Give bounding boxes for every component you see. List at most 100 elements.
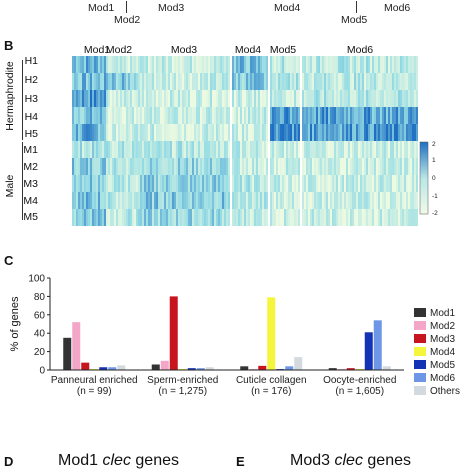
- heatmap-cell: [136, 175, 138, 192]
- heatmap-cell: [374, 192, 376, 209]
- x-tick-label: Oocyte-enriched: [323, 375, 396, 386]
- heatmap-cell: [278, 107, 280, 124]
- heatmap-cell: [152, 90, 154, 107]
- heatmap-cell: [322, 56, 324, 73]
- heatmap-cell: [346, 192, 348, 209]
- heatmap-cell: [164, 192, 166, 209]
- heatmap-cell: [120, 158, 122, 175]
- heatmap-cell: [274, 209, 276, 226]
- heatmap-cell: [222, 175, 224, 192]
- heatmap-cell: [280, 192, 282, 209]
- heatmap-cell: [136, 158, 138, 175]
- heatmap-cell: [388, 158, 390, 175]
- heatmap-cell: [168, 209, 170, 226]
- heatmap-cell: [390, 175, 392, 192]
- heatmap-cell: [162, 158, 164, 175]
- heatmap-module-label: Mod5: [269, 44, 297, 56]
- heatmap-cell: [178, 141, 180, 158]
- heatmap-cell: [262, 124, 264, 141]
- heatmap-cell: [92, 56, 94, 73]
- heatmap-cell: [340, 90, 342, 107]
- heatmap-cell: [88, 56, 90, 73]
- heatmap-cell: [106, 90, 108, 107]
- legend-entry: Mod1: [430, 308, 455, 319]
- heatmap-cell: [336, 175, 338, 192]
- heatmap-cell: [282, 175, 284, 192]
- heatmap-cell: [142, 158, 144, 175]
- heatmap-cell: [120, 141, 122, 158]
- heatmap-cell: [414, 124, 416, 141]
- heatmap-cell: [380, 192, 382, 209]
- heatmap-cell: [270, 107, 272, 124]
- heatmap-cell: [388, 141, 390, 158]
- heatmap-cell: [222, 73, 224, 90]
- heatmap-cell: [194, 175, 196, 192]
- heatmap-cell: [274, 124, 276, 141]
- heatmap-cell: [350, 192, 352, 209]
- heatmap-cell: [196, 56, 198, 73]
- heatmap-cell: [152, 209, 154, 226]
- heatmap-cell: [148, 124, 150, 141]
- heatmap-cell: [86, 90, 88, 107]
- heatmap-cell: [282, 107, 284, 124]
- heatmap-cell: [96, 158, 98, 175]
- heatmap-cell: [338, 141, 340, 158]
- heatmap-cell: [182, 56, 184, 73]
- heatmap-cell: [270, 73, 272, 90]
- heatmap-cell: [214, 141, 216, 158]
- heatmap-cell: [146, 56, 148, 73]
- heatmap-cell: [134, 192, 136, 209]
- heatmap-cell: [244, 124, 246, 141]
- heatmap-cell: [178, 90, 180, 107]
- heatmap-cell: [98, 56, 100, 73]
- heatmap-cell: [84, 175, 86, 192]
- heatmap-cell: [116, 56, 118, 73]
- heatmap-cell: [202, 90, 204, 107]
- heatmap-cell: [342, 175, 344, 192]
- heatmap-cell: [354, 73, 356, 90]
- heatmap-cell: [132, 158, 134, 175]
- heatmap-cell: [162, 107, 164, 124]
- heatmap-cell: [308, 192, 310, 209]
- heatmap-cell: [308, 90, 310, 107]
- heatmap-cell: [98, 192, 100, 209]
- heatmap-cell: [372, 192, 374, 209]
- heatmap-cell: [238, 73, 240, 90]
- x-axis: Panneural enriched(n = 99)Sperm-enriched…: [50, 369, 404, 397]
- heatmap-cell: [408, 209, 410, 226]
- heatmap-cell: [336, 192, 338, 209]
- heatmap-cell: [364, 56, 366, 73]
- heatmap-cell: [212, 90, 214, 107]
- heatmap-cell: [156, 175, 158, 192]
- heatmap-cell: [228, 90, 230, 107]
- heatmap-cell: [112, 56, 114, 73]
- heatmap-cell: [294, 90, 296, 107]
- heatmap-cell: [350, 73, 352, 90]
- heatmap-cell: [180, 107, 182, 124]
- heatmap-cell: [326, 73, 328, 90]
- heatmap-cell: [316, 175, 318, 192]
- heatmap-cell: [404, 107, 406, 124]
- heatmap-cell: [172, 90, 174, 107]
- heatmap-cell: [178, 158, 180, 175]
- heatmap-cell: [354, 124, 356, 141]
- heatmap-cell: [264, 158, 266, 175]
- heatmap-cell: [346, 107, 348, 124]
- heatmap-cell: [198, 175, 200, 192]
- heatmap-cell: [186, 73, 188, 90]
- heatmap-cell: [266, 90, 268, 107]
- heatmap-cell: [88, 107, 90, 124]
- heatmap-cell: [218, 158, 220, 175]
- heatmap-cell: [74, 192, 76, 209]
- heatmap-cell: [128, 141, 130, 158]
- heatmap-cell: [346, 175, 348, 192]
- heatmap-cell: [346, 124, 348, 141]
- heatmap-cell: [404, 209, 406, 226]
- heatmap-cell: [328, 192, 330, 209]
- legend-swatch: [414, 308, 426, 317]
- heatmap-cell: [404, 73, 406, 90]
- heatmap-cell: [74, 56, 76, 73]
- heatmap-cell: [324, 141, 326, 158]
- heatmap-cell: [394, 192, 396, 209]
- heatmap-cell: [158, 141, 160, 158]
